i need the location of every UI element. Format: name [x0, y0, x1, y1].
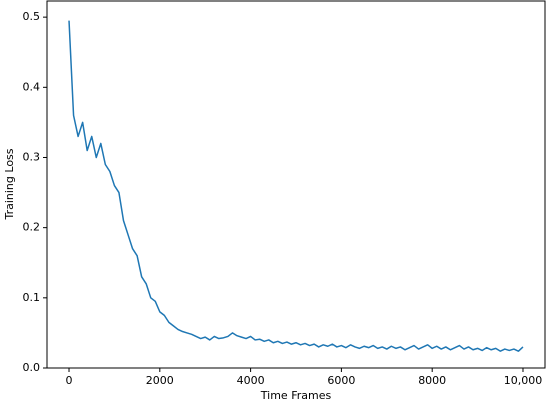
loss-line: [68, 20, 524, 352]
y-tick-label: 0.0: [23, 361, 41, 374]
y-tick-label: 0.5: [23, 10, 41, 23]
x-tick-label: 10,000: [504, 374, 543, 387]
y-tick-label: 0.2: [23, 221, 41, 234]
x-tick-label: 0: [66, 374, 73, 387]
y-tick-label: 0.4: [23, 80, 41, 93]
y-tick-label: 0.3: [23, 150, 41, 163]
y-axis-label: Training Loss: [3, 148, 16, 220]
x-tick-label: 6000: [327, 374, 355, 387]
x-tick-label: 2000: [146, 374, 174, 387]
x-tick-label: 8000: [418, 374, 446, 387]
plot-frame: [46, 0, 546, 369]
x-tick-label: 4000: [237, 374, 265, 387]
y-tick-label: 0.1: [23, 291, 41, 304]
x-axis-label: Time Frames: [260, 389, 332, 402]
